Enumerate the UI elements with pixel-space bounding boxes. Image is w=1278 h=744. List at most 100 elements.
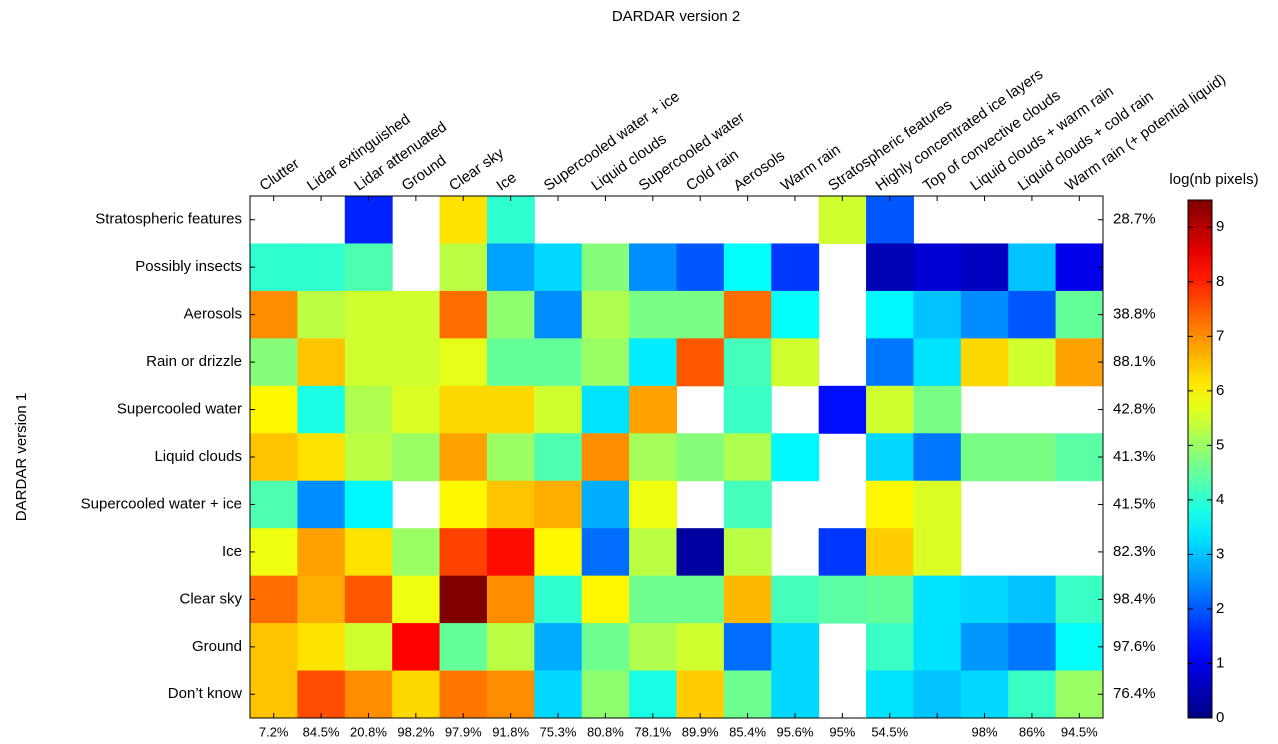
colorbar-tick-label: 4: [1216, 491, 1224, 508]
heatmap-cell: [534, 670, 583, 719]
heatmap-cell: [913, 385, 962, 434]
heatmap-cell: [913, 575, 962, 624]
heatmap-cell: [866, 623, 914, 672]
heatmap-cell: [1008, 243, 1057, 292]
heatmap-cell: [1055, 243, 1104, 292]
heatmap-cell: [250, 433, 298, 482]
heatmap-cell: [439, 623, 488, 672]
heatmap-cell: [1008, 290, 1057, 339]
heatmap-cell: [723, 623, 772, 672]
x-tick-label: Clutter: [257, 155, 303, 194]
heatmap-cell: [250, 480, 298, 529]
heatmap-cell: [866, 528, 914, 577]
heatmap-cell: [297, 528, 346, 577]
heatmap-cell: [1008, 623, 1057, 672]
heatmap-cell: [629, 385, 677, 434]
heatmap-cell: [297, 385, 346, 434]
heatmap-cell: [676, 623, 725, 672]
row-percent: 28.7%: [1113, 211, 1156, 228]
colorbar-tick-label: 2: [1216, 600, 1224, 617]
column-percent: 86%: [1019, 724, 1045, 739]
heatmap-cell: [392, 290, 441, 339]
heatmap-cell: [486, 433, 535, 482]
heatmap-cell: [486, 243, 535, 292]
colorbar: [1187, 199, 1213, 719]
heatmap-cell: [297, 623, 346, 672]
column-percent: 80.8%: [587, 724, 624, 739]
heatmap-cell: [960, 290, 1009, 339]
heatmap-cell: [1055, 433, 1104, 482]
y-tick-label: Liquid clouds: [154, 448, 242, 465]
heatmap-cell: [913, 433, 962, 482]
heatmap-cell: [534, 433, 583, 482]
heatmap-cell: [866, 290, 914, 339]
colorbar-tick-label: 6: [1216, 382, 1224, 399]
heatmap-cell: [866, 196, 914, 244]
heatmap-cell: [439, 385, 488, 434]
heatmap-cell: [866, 575, 914, 624]
heatmap-cell: [913, 623, 962, 672]
heatmap-cell: [581, 670, 630, 719]
heatmap-cell: [629, 243, 677, 292]
heatmap-cell: [392, 385, 441, 434]
column-percent: 84.5%: [303, 724, 340, 739]
heatmap-cell: [581, 385, 630, 434]
heatmap-cell: [1055, 290, 1104, 339]
y-tick-label: Aerosols: [184, 306, 242, 323]
heatmap-cell: [913, 528, 962, 577]
heatmap-cell: [1008, 338, 1057, 387]
heatmap-cell: [486, 623, 535, 672]
y-tick-label: Possibly insects: [135, 258, 242, 275]
heatmap-cell: [250, 623, 298, 672]
heatmap-cell: [723, 528, 772, 577]
heatmap-cell: [297, 290, 346, 339]
heatmap-cell: [866, 433, 914, 482]
heatmap-cell: [439, 196, 488, 244]
x-tick-label: Ice: [493, 169, 519, 194]
heatmap-cell: [297, 670, 346, 719]
heatmap-cell: [723, 480, 772, 529]
heatmap-cell: [771, 575, 820, 624]
heatmap-cell: [866, 243, 914, 292]
heatmap-cell: [250, 290, 298, 339]
colorbar-tick-label: 3: [1216, 545, 1224, 562]
heatmap-cell: [771, 433, 820, 482]
heatmap-cell: [250, 243, 298, 292]
heatmap-cell: [818, 196, 867, 244]
row-percent: 76.4%: [1113, 685, 1156, 702]
heatmap-cell: [297, 243, 346, 292]
heatmap-cell: [629, 338, 677, 387]
heatmap-cell: [581, 243, 630, 292]
heatmap-cell: [1055, 338, 1104, 387]
heatmap-cell: [1008, 433, 1057, 482]
row-percent: 82.3%: [1113, 543, 1156, 560]
colorbar-tick-label: 8: [1216, 273, 1224, 290]
heatmap-cell: [439, 575, 488, 624]
heatmap-cell: [629, 528, 677, 577]
heatmap-cell: [723, 338, 772, 387]
heatmap-cell: [392, 433, 441, 482]
y-tick-label: Clear sky: [179, 590, 242, 607]
heatmap-cell: [818, 575, 867, 624]
row-percent: 41.5%: [1113, 495, 1156, 512]
heatmap-cell: [392, 670, 441, 719]
y-tick-label: Don’t know: [168, 685, 242, 702]
heatmap-cell: [629, 575, 677, 624]
heatmap-cell: [723, 433, 772, 482]
column-percent: 98.2%: [397, 724, 434, 739]
heatmap-cell: [534, 528, 583, 577]
heatmap-cell: [676, 243, 725, 292]
y-tick-label: Ground: [192, 638, 242, 655]
heatmap-cell: [866, 338, 914, 387]
heatmap-cell: [534, 338, 583, 387]
column-percent: 94.5%: [1061, 724, 1098, 739]
heatmap-cell: [866, 385, 914, 434]
heatmap-cell: [676, 433, 725, 482]
heatmap-cell: [250, 338, 298, 387]
colorbar-tick-label: 0: [1216, 709, 1224, 726]
heatmap-cell: [676, 290, 725, 339]
heatmap-cell: [344, 338, 393, 387]
colorbar-tick-label: 7: [1216, 327, 1224, 344]
heatmap-cell: [581, 433, 630, 482]
column-percent: 20.8%: [350, 724, 387, 739]
